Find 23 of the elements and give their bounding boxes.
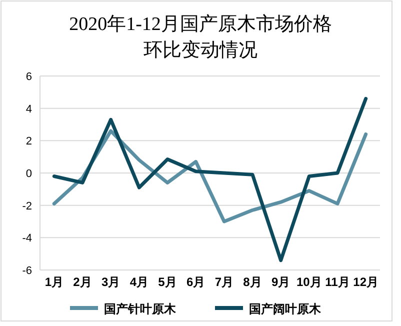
x-tick-label: 12月 — [353, 275, 379, 289]
x-tick-label: 10月 — [296, 275, 322, 289]
y-tick-label: 4 — [26, 103, 32, 116]
x-tick-label: 11月 — [325, 275, 350, 289]
x-tick-label: 1月 — [44, 275, 64, 289]
chart-title: 2020年1-12月国产原木市场价格环比变动情况 — [69, 13, 332, 61]
y-tick-label: 2 — [26, 136, 32, 148]
x-tick-label: 5月 — [158, 275, 177, 289]
y-tick-label: -4 — [22, 232, 32, 245]
x-tick-label: 6月 — [186, 275, 206, 289]
x-tick-label: 7月 — [214, 275, 234, 289]
x-tick-label: 2月 — [73, 275, 92, 289]
x-tick-label: 4月 — [130, 275, 149, 289]
legend-label: 国产阔叶原木 — [249, 302, 322, 316]
y-tick-label: -6 — [22, 265, 32, 277]
x-tick-label: 9月 — [271, 275, 290, 289]
line-series — [52, 96, 368, 262]
y-tick-label: 0 — [26, 168, 32, 180]
legend-label: 国产针叶原木 — [104, 302, 177, 316]
x-tick-label: 3月 — [101, 275, 120, 289]
y-tick-label: -2 — [22, 200, 32, 212]
y-tick-label: 6 — [26, 71, 32, 83]
x-tick-label: 8月 — [243, 275, 262, 289]
